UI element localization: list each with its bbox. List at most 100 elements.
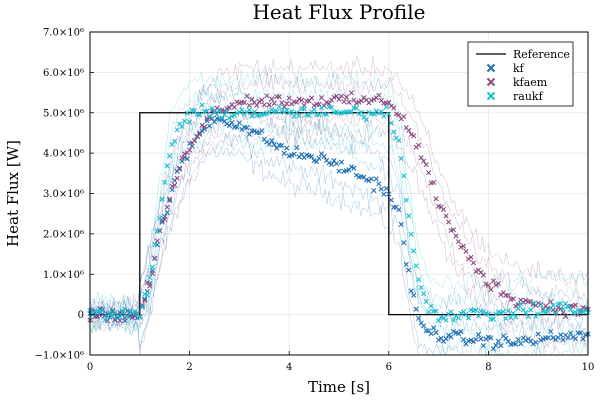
marker-stroke: [423, 298, 429, 304]
marker-stroke: [538, 302, 544, 308]
marker-stroke: [127, 308, 133, 314]
marker-stroke: [510, 296, 516, 302]
data-point-raukf: [104, 314, 111, 320]
marker-stroke: [142, 291, 148, 297]
data-point-kfaem: [177, 166, 183, 172]
marker-stroke: [152, 255, 158, 261]
marker-stroke: [214, 111, 220, 118]
x-tick-label: 10: [582, 362, 595, 373]
data-point-kfaem: [371, 96, 377, 102]
marker-stroke: [475, 313, 482, 319]
marker-stroke: [199, 128, 205, 134]
marker-stroke: [127, 309, 133, 315]
marker-stroke: [505, 338, 511, 344]
marker-stroke: [184, 110, 190, 116]
marker-stroke: [209, 115, 215, 122]
marker-stroke: [284, 107, 290, 113]
data-point-raukf: [500, 309, 506, 315]
marker-stroke: [276, 94, 282, 100]
marker-stroke: [356, 111, 362, 117]
data-point-raukf: [545, 308, 551, 315]
marker-stroke: [279, 142, 285, 149]
data-point-raukf: [523, 309, 529, 316]
marker-stroke: [523, 297, 529, 303]
data-point-kfaem: [206, 115, 213, 121]
marker-stroke: [99, 312, 106, 318]
marker-stroke: [468, 254, 474, 260]
marker-stroke: [234, 124, 240, 130]
marker-stroke: [251, 100, 257, 106]
data-point-kfaem: [142, 297, 148, 304]
data-point-kf: [473, 336, 479, 343]
marker-stroke: [157, 215, 163, 221]
data-point-kfaem: [246, 102, 252, 109]
data-point-kf: [259, 128, 265, 134]
marker-stroke: [211, 109, 218, 115]
marker-stroke: [234, 99, 240, 105]
data-point-raukf: [518, 301, 524, 307]
marker-stroke: [172, 138, 178, 144]
marker-stroke: [525, 313, 531, 320]
marker-stroke: [565, 335, 571, 341]
data-point-kfaem: [483, 281, 489, 287]
marker-stroke: [473, 307, 479, 313]
data-point-raukf: [376, 110, 382, 116]
data-point-kf: [413, 306, 419, 312]
data-point-raukf: [381, 113, 387, 119]
data-point-raukf: [560, 306, 566, 312]
data-point-kf: [184, 156, 190, 162]
data-point-kfaem: [431, 179, 437, 186]
marker-stroke: [129, 310, 135, 316]
y-tick-label: 5.0×10⁶: [43, 108, 84, 119]
data-point-raukf: [396, 137, 402, 143]
data-point-raukf: [204, 108, 210, 114]
y-tick-label: −1.0×10⁶: [35, 351, 84, 362]
data-point-kf: [515, 336, 521, 343]
marker-stroke: [94, 310, 101, 316]
data-point-raukf: [328, 104, 335, 111]
data-point-kf: [450, 328, 457, 335]
marker-stroke: [493, 342, 499, 348]
marker-stroke: [363, 117, 369, 123]
marker-stroke: [545, 308, 551, 315]
marker-stroke: [543, 303, 549, 309]
data-point-kf: [488, 335, 494, 341]
data-point-raukf: [196, 112, 203, 118]
marker-stroke: [323, 157, 330, 164]
data-point-kfaem: [279, 100, 285, 106]
marker-stroke: [443, 213, 449, 219]
y-tick-label: 4.0×10⁶: [43, 149, 84, 160]
marker-stroke: [142, 296, 148, 302]
marker-stroke: [154, 238, 160, 244]
data-point-kf: [309, 154, 315, 160]
data-point-kfaem: [465, 256, 472, 262]
marker-stroke: [196, 131, 203, 137]
marker-stroke: [249, 96, 255, 102]
data-point-raukf: [515, 305, 521, 312]
marker-stroke: [244, 93, 250, 99]
marker-stroke: [518, 301, 524, 307]
marker-stroke: [450, 227, 457, 233]
data-point-raukf: [129, 310, 135, 316]
marker-stroke: [351, 165, 357, 171]
marker-stroke: [386, 99, 392, 106]
marker-stroke: [294, 145, 300, 151]
marker-stroke: [421, 323, 427, 329]
marker-stroke: [560, 306, 566, 312]
data-point-raukf: [137, 314, 143, 320]
band-layer: [89, 55, 589, 356]
marker-stroke: [187, 147, 193, 153]
marker-stroke: [455, 239, 462, 245]
data-point-raukf: [508, 314, 514, 321]
data-point-kf: [219, 116, 225, 123]
marker-stroke: [465, 256, 472, 262]
data-point-kfaem: [122, 315, 128, 321]
data-point-kfaem: [318, 95, 325, 101]
data-point-kf: [401, 240, 407, 246]
marker-stroke: [523, 309, 529, 316]
marker-stroke: [483, 281, 489, 287]
marker-stroke: [152, 241, 158, 247]
data-point-raukf: [398, 155, 404, 162]
data-point-kfaem: [455, 239, 462, 245]
marker-stroke: [478, 308, 484, 314]
